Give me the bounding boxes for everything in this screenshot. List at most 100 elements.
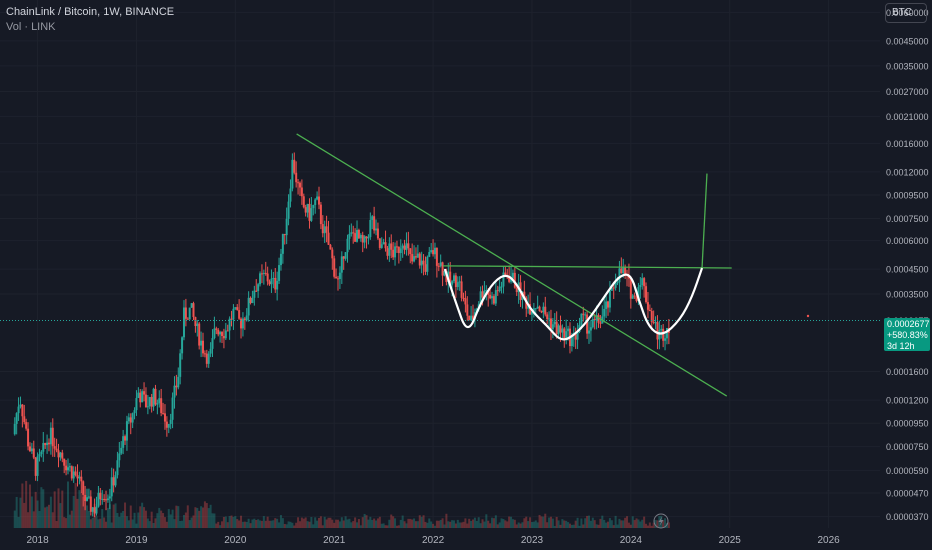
volume-bar xyxy=(13,510,16,528)
volume-bar xyxy=(80,492,83,528)
volume-bar xyxy=(481,519,484,528)
volume-bar xyxy=(416,521,419,528)
volume-bar xyxy=(557,520,560,528)
volume-bar xyxy=(297,517,300,528)
candle-body xyxy=(483,290,486,298)
volume-bar xyxy=(565,520,568,528)
symbol-title[interactable]: ChainLink / Bitcoin, 1W, BINANCE xyxy=(6,6,175,18)
volume-bar xyxy=(114,503,117,528)
volume-bar xyxy=(249,523,252,528)
price-axis[interactable]: 0.0060000 0.0045000 0.0035000 0.0027000 0.00… xyxy=(880,0,932,550)
candle-body xyxy=(175,385,178,388)
y-tick-label: 0.0035000 xyxy=(886,61,929,71)
x-tick-label: 2021 xyxy=(323,535,346,546)
y-tick-label: 0.0000950 xyxy=(886,419,929,429)
candle-body xyxy=(243,318,246,321)
candle-body xyxy=(156,403,159,405)
volume-bar xyxy=(350,522,353,528)
volume-bar xyxy=(162,513,165,528)
volume-bar xyxy=(144,510,147,528)
volume-bar xyxy=(650,525,653,528)
candle-body xyxy=(494,290,497,304)
candle-body xyxy=(641,278,644,286)
volume-bar xyxy=(603,519,606,528)
candle-body xyxy=(333,258,336,277)
candle-body xyxy=(291,159,294,189)
volume-bar xyxy=(260,520,263,528)
candle-body xyxy=(122,436,125,448)
candle-body xyxy=(452,275,455,282)
candle-body xyxy=(72,471,75,479)
candle-body xyxy=(424,264,427,272)
volume-bar xyxy=(262,516,265,528)
volume-bar xyxy=(333,522,336,528)
volume-bar xyxy=(91,517,94,528)
lightning-icon[interactable] xyxy=(653,513,669,529)
volume-bar xyxy=(274,518,277,528)
volume-bar xyxy=(369,516,372,528)
volume-bar xyxy=(66,481,69,528)
candle-body xyxy=(108,496,111,499)
volume-bar xyxy=(321,525,324,528)
volume-bar xyxy=(298,521,301,528)
volume-bar xyxy=(527,521,530,528)
volume-indicator-label[interactable]: Vol · LINK xyxy=(6,21,56,33)
candle-body xyxy=(46,442,49,446)
volume-bar xyxy=(610,520,613,528)
candle-body xyxy=(352,232,355,234)
candle-body xyxy=(428,252,431,257)
volume-bar xyxy=(458,522,461,528)
candle-body xyxy=(553,321,556,325)
volume-bar xyxy=(84,500,87,528)
volume-bar xyxy=(506,521,509,528)
candle-body xyxy=(146,406,149,408)
candle-body xyxy=(394,246,397,258)
candle-body xyxy=(215,328,218,330)
volume-bar xyxy=(236,519,239,528)
volume-bar xyxy=(287,521,290,528)
volume-bar xyxy=(106,507,109,528)
candle-body xyxy=(361,235,364,243)
volume-bar xyxy=(365,515,368,528)
candle-body xyxy=(198,323,201,346)
volume-bar xyxy=(605,522,608,528)
volume-bar xyxy=(194,507,197,528)
candle-body xyxy=(356,229,359,242)
candle-body xyxy=(451,281,454,285)
candle-body xyxy=(209,348,212,354)
volume-bar xyxy=(587,515,590,528)
volume-bar xyxy=(30,496,33,528)
candle-body xyxy=(371,216,374,220)
currency-button[interactable]: BTC xyxy=(885,3,927,23)
candle-body xyxy=(186,318,189,320)
volume-bar xyxy=(203,501,206,528)
candle-body xyxy=(597,315,600,323)
volume-bar xyxy=(508,516,511,528)
volume-bar xyxy=(148,521,151,528)
candle-body xyxy=(57,450,60,458)
y-tick-label: 0.0009500 xyxy=(886,191,929,201)
candle-body xyxy=(264,272,267,274)
volume-bar xyxy=(510,516,513,528)
candle-body xyxy=(329,244,332,250)
y-tick-label: 0.0004500 xyxy=(886,265,929,275)
volume-bar xyxy=(667,522,670,528)
volume-bar xyxy=(479,523,482,528)
time-axis[interactable]: 2018 2019 2020 2021 2022 2023 2024 2025 2026 xyxy=(26,535,840,546)
candle-body xyxy=(426,256,429,272)
volume-bar xyxy=(49,496,52,528)
x-tick-label: 2019 xyxy=(125,535,148,546)
candle-body xyxy=(420,260,423,266)
volume-bar xyxy=(357,518,360,528)
y-tick-label: 0.0000470 xyxy=(886,488,929,498)
candle-body xyxy=(510,278,513,282)
candle-body xyxy=(148,397,151,407)
volume-bar xyxy=(519,523,522,528)
volume-bar xyxy=(388,519,391,528)
volume-bar xyxy=(580,518,583,528)
volume-bar xyxy=(403,521,406,528)
candle-body xyxy=(443,271,446,276)
volume-bar xyxy=(432,523,435,528)
volume-bar xyxy=(122,510,125,528)
